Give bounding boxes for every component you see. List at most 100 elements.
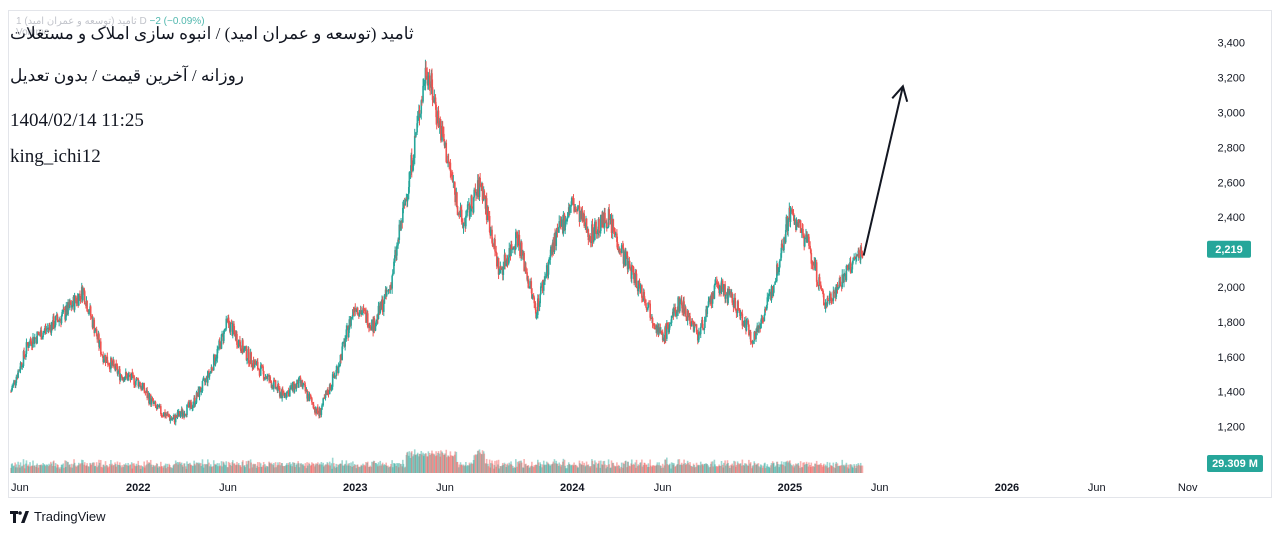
candle-body: [661, 331, 664, 341]
candle-body: [171, 419, 173, 421]
volume-bar: [732, 465, 735, 473]
volume-bar: [312, 463, 314, 473]
volume-bar: [600, 460, 602, 473]
trend-arrow-annotation[interactable]: [862, 84, 909, 256]
volume-bar: [123, 464, 125, 473]
volume-bar: [575, 464, 577, 473]
candle-body: [217, 347, 219, 350]
volume-bar: [51, 465, 54, 473]
volume-bar: [749, 463, 751, 473]
candle-body: [379, 301, 382, 313]
volume-bar: [340, 463, 342, 473]
candle-body: [630, 265, 633, 279]
volume-bar: [230, 465, 233, 473]
candle-body: [73, 295, 76, 310]
volume-bar: [362, 463, 364, 473]
candle-body: [647, 303, 650, 308]
volume-bar: [788, 461, 791, 473]
candle-body: [745, 320, 748, 331]
candle-body: [264, 377, 266, 380]
candle-body: [301, 380, 304, 388]
price-chart[interactable]: 1,2001,4001,6001,8002,0002,2002,4002,600…: [9, 11, 1273, 499]
volume-bar: [249, 459, 252, 473]
candle-body: [391, 273, 394, 276]
volume-bar: [113, 464, 115, 473]
volume-bar: [620, 466, 622, 473]
volume-bar: [437, 451, 440, 473]
candle-body: [557, 227, 560, 233]
candle-body: [591, 224, 594, 242]
volume-bar: [117, 464, 119, 473]
volume-bar: [454, 451, 456, 473]
candle-body: [612, 219, 615, 232]
candle-body: [243, 348, 245, 353]
candle-body: [182, 412, 184, 416]
candle-body: [58, 319, 61, 321]
candle-body: [620, 245, 623, 254]
volume-bar: [406, 452, 408, 473]
candle-body: [221, 333, 223, 335]
volume-bar: [72, 464, 75, 473]
volume-bar: [42, 462, 44, 473]
volume-bar: [635, 467, 637, 473]
volume-bar: [140, 465, 143, 473]
volume-bar: [375, 462, 377, 473]
candle-body: [857, 250, 860, 256]
volume-bar: [702, 465, 704, 473]
candle-body: [424, 67, 427, 84]
volume-bar: [626, 467, 628, 473]
volume-bar: [174, 460, 177, 473]
candle-body: [458, 213, 461, 215]
volume-bar: [68, 464, 71, 473]
volume-bar: [70, 463, 73, 473]
volume-bar: [466, 465, 469, 473]
volume-bar: [678, 459, 681, 473]
symbol-title: ثامید (توسعه و عمران امید) / انبوه سازی …: [10, 24, 414, 43]
candle-body: [483, 190, 486, 199]
volume-bar: [262, 462, 265, 473]
candle-body: [262, 370, 265, 380]
volume-bar: [441, 451, 443, 473]
volume-bar: [23, 468, 26, 473]
volume-bar: [581, 461, 584, 473]
volume-bar: [179, 463, 182, 473]
volume-bar: [670, 462, 673, 473]
volume-bar: [703, 464, 706, 473]
candle-body: [427, 75, 430, 86]
candle-body: [413, 135, 416, 158]
volume-bar: [341, 460, 343, 473]
candle-body: [373, 317, 376, 331]
volume-bar: [377, 466, 379, 473]
volume-bar: [512, 467, 515, 473]
tradingview-brand[interactable]: TradingView: [10, 509, 106, 524]
volume-bar: [431, 453, 434, 473]
x-axis[interactable]: Jun 2022 Jun 2023 Jun 2024 Jun 2025 Jun 2026 Jun No…: [11, 482, 1198, 494]
volume-bar: [205, 464, 208, 473]
candle-body: [638, 281, 641, 285]
volume-bar: [69, 467, 72, 473]
x-tick-label: Jun: [654, 482, 672, 494]
volume-bar: [580, 464, 583, 473]
candle-body: [453, 181, 456, 189]
volume-bar: [254, 463, 257, 473]
volume-bar: [746, 465, 749, 473]
volume-bar: [532, 467, 535, 473]
candle-body: [548, 259, 550, 264]
volume-bar: [349, 465, 352, 473]
candle-body: [781, 243, 783, 248]
volume-bar: [383, 464, 386, 473]
candle-body: [107, 362, 109, 365]
candle-body: [352, 309, 354, 317]
volume-bar: [377, 462, 380, 473]
volume-bar: [250, 462, 253, 473]
candle-body: [539, 286, 542, 295]
volume-bar: [296, 463, 298, 473]
candle-body: [28, 345, 30, 348]
candle-body: [733, 297, 735, 308]
volume-bar: [845, 464, 847, 473]
y-axis[interactable]: 1,2001,4001,6001,8002,0002,2002,4002,600…: [1217, 38, 1245, 434]
candle-body: [98, 334, 100, 347]
volume-bar: [573, 462, 575, 473]
volume-bar: [48, 463, 50, 473]
volume-bar: [587, 464, 590, 473]
